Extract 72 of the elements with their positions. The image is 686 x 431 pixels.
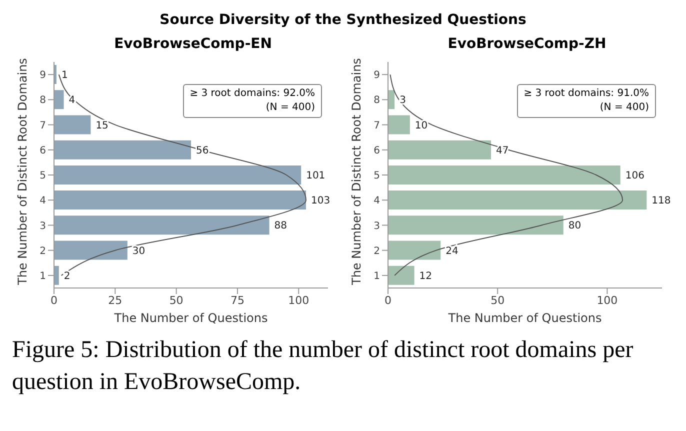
y-tick-label: 4 [40, 196, 46, 207]
y-axis-title: The Number of Distinct Root Domains [15, 58, 30, 286]
caption: Figure 5: Distribution of the number of distinct root domains per question in EvoBrowseComp. [11, 336, 634, 397]
x-tick-label: 50 [169, 294, 184, 307]
bar [54, 266, 59, 285]
chart-subtitle: EvoBrowseComp-ZH [446, 36, 608, 52]
data-label: 3 [400, 95, 406, 106]
y-tick-label: 1 [374, 270, 380, 282]
y-tick-label: 9 [374, 70, 380, 82]
note-box: ≥ 3 root domains: 92.0% (N = 400) [182, 84, 322, 118]
x-tick-label: 100 [288, 294, 310, 307]
bar [388, 240, 441, 260]
data-label: 15 [96, 120, 108, 132]
y-tick-label: 9 [40, 70, 46, 82]
y-axis-title: The Number of Distinct Root Domains [349, 58, 364, 286]
y-tick-label: 2 [374, 246, 380, 257]
x-tick-label: 0 [50, 294, 58, 307]
x-axis-title: The Number of Questions [447, 311, 602, 325]
y-tick-label: 7 [374, 120, 380, 132]
y-tick-label: 2 [40, 246, 46, 257]
data-label: 103 [310, 196, 330, 207]
y-tick-label: 8 [374, 95, 380, 106]
annotation: (N = 400) [598, 101, 649, 115]
bar [54, 115, 91, 134]
data-label: 12 [419, 270, 432, 282]
data-label: 1 [61, 70, 68, 82]
x-tick-label: 50 [490, 294, 505, 307]
annotation: ≥ 3 root domains: 92.0% [190, 87, 315, 101]
bar [388, 266, 414, 285]
data-label: 106 [625, 170, 644, 182]
x-axis-title: The Number of Questions [113, 311, 268, 325]
bar [388, 140, 492, 160]
bar [388, 90, 395, 110]
note-box: ≥ 3 root domains: 91.0% (N = 400) [516, 84, 656, 118]
data-label: 4 [68, 95, 76, 106]
data-label: 80 [568, 220, 582, 232]
data-label: 24 [446, 246, 458, 257]
bar [388, 115, 410, 134]
bar [54, 240, 128, 260]
data-label: 118 [652, 196, 671, 207]
bar [388, 216, 564, 235]
data-label: 10 [414, 120, 428, 132]
bar [54, 165, 302, 184]
data-label: 2 [64, 270, 70, 282]
y-tick-label: 3 [40, 220, 46, 232]
x-tick-label: 25 [108, 294, 122, 307]
x-tick-label: 100 [596, 294, 618, 307]
chart-subtitle: EvoBrowseComp-EN [113, 36, 273, 52]
data-label: 88 [274, 220, 288, 232]
y-tick-label: 8 [40, 95, 46, 106]
y-tick-label: 1 [40, 270, 46, 282]
y-tick-label: 6 [40, 145, 46, 156]
y-tick-label: 3 [374, 220, 380, 232]
y-tick-label: 4 [374, 196, 380, 207]
bar [388, 190, 647, 210]
bar [388, 165, 620, 184]
chart-title: Source Diversity of the Synthesized Questions [158, 11, 528, 30]
bar [54, 140, 191, 160]
y-tick-label: 5 [374, 170, 380, 182]
bar [54, 90, 64, 110]
y-tick-label: 5 [40, 170, 46, 182]
data-label: 47 [496, 145, 509, 156]
x-tick-label: 0 [384, 294, 392, 307]
data-label: 30 [132, 246, 146, 257]
bar [54, 190, 306, 210]
y-tick-label: 6 [374, 145, 380, 156]
bar [54, 216, 270, 235]
x-tick-label: 75 [230, 294, 244, 307]
annotation: ≥ 3 root domains: 91.0% [524, 87, 649, 101]
annotation: (N = 400) [264, 101, 315, 115]
data-label: 101 [306, 170, 326, 182]
y-tick-label: 7 [40, 120, 46, 132]
